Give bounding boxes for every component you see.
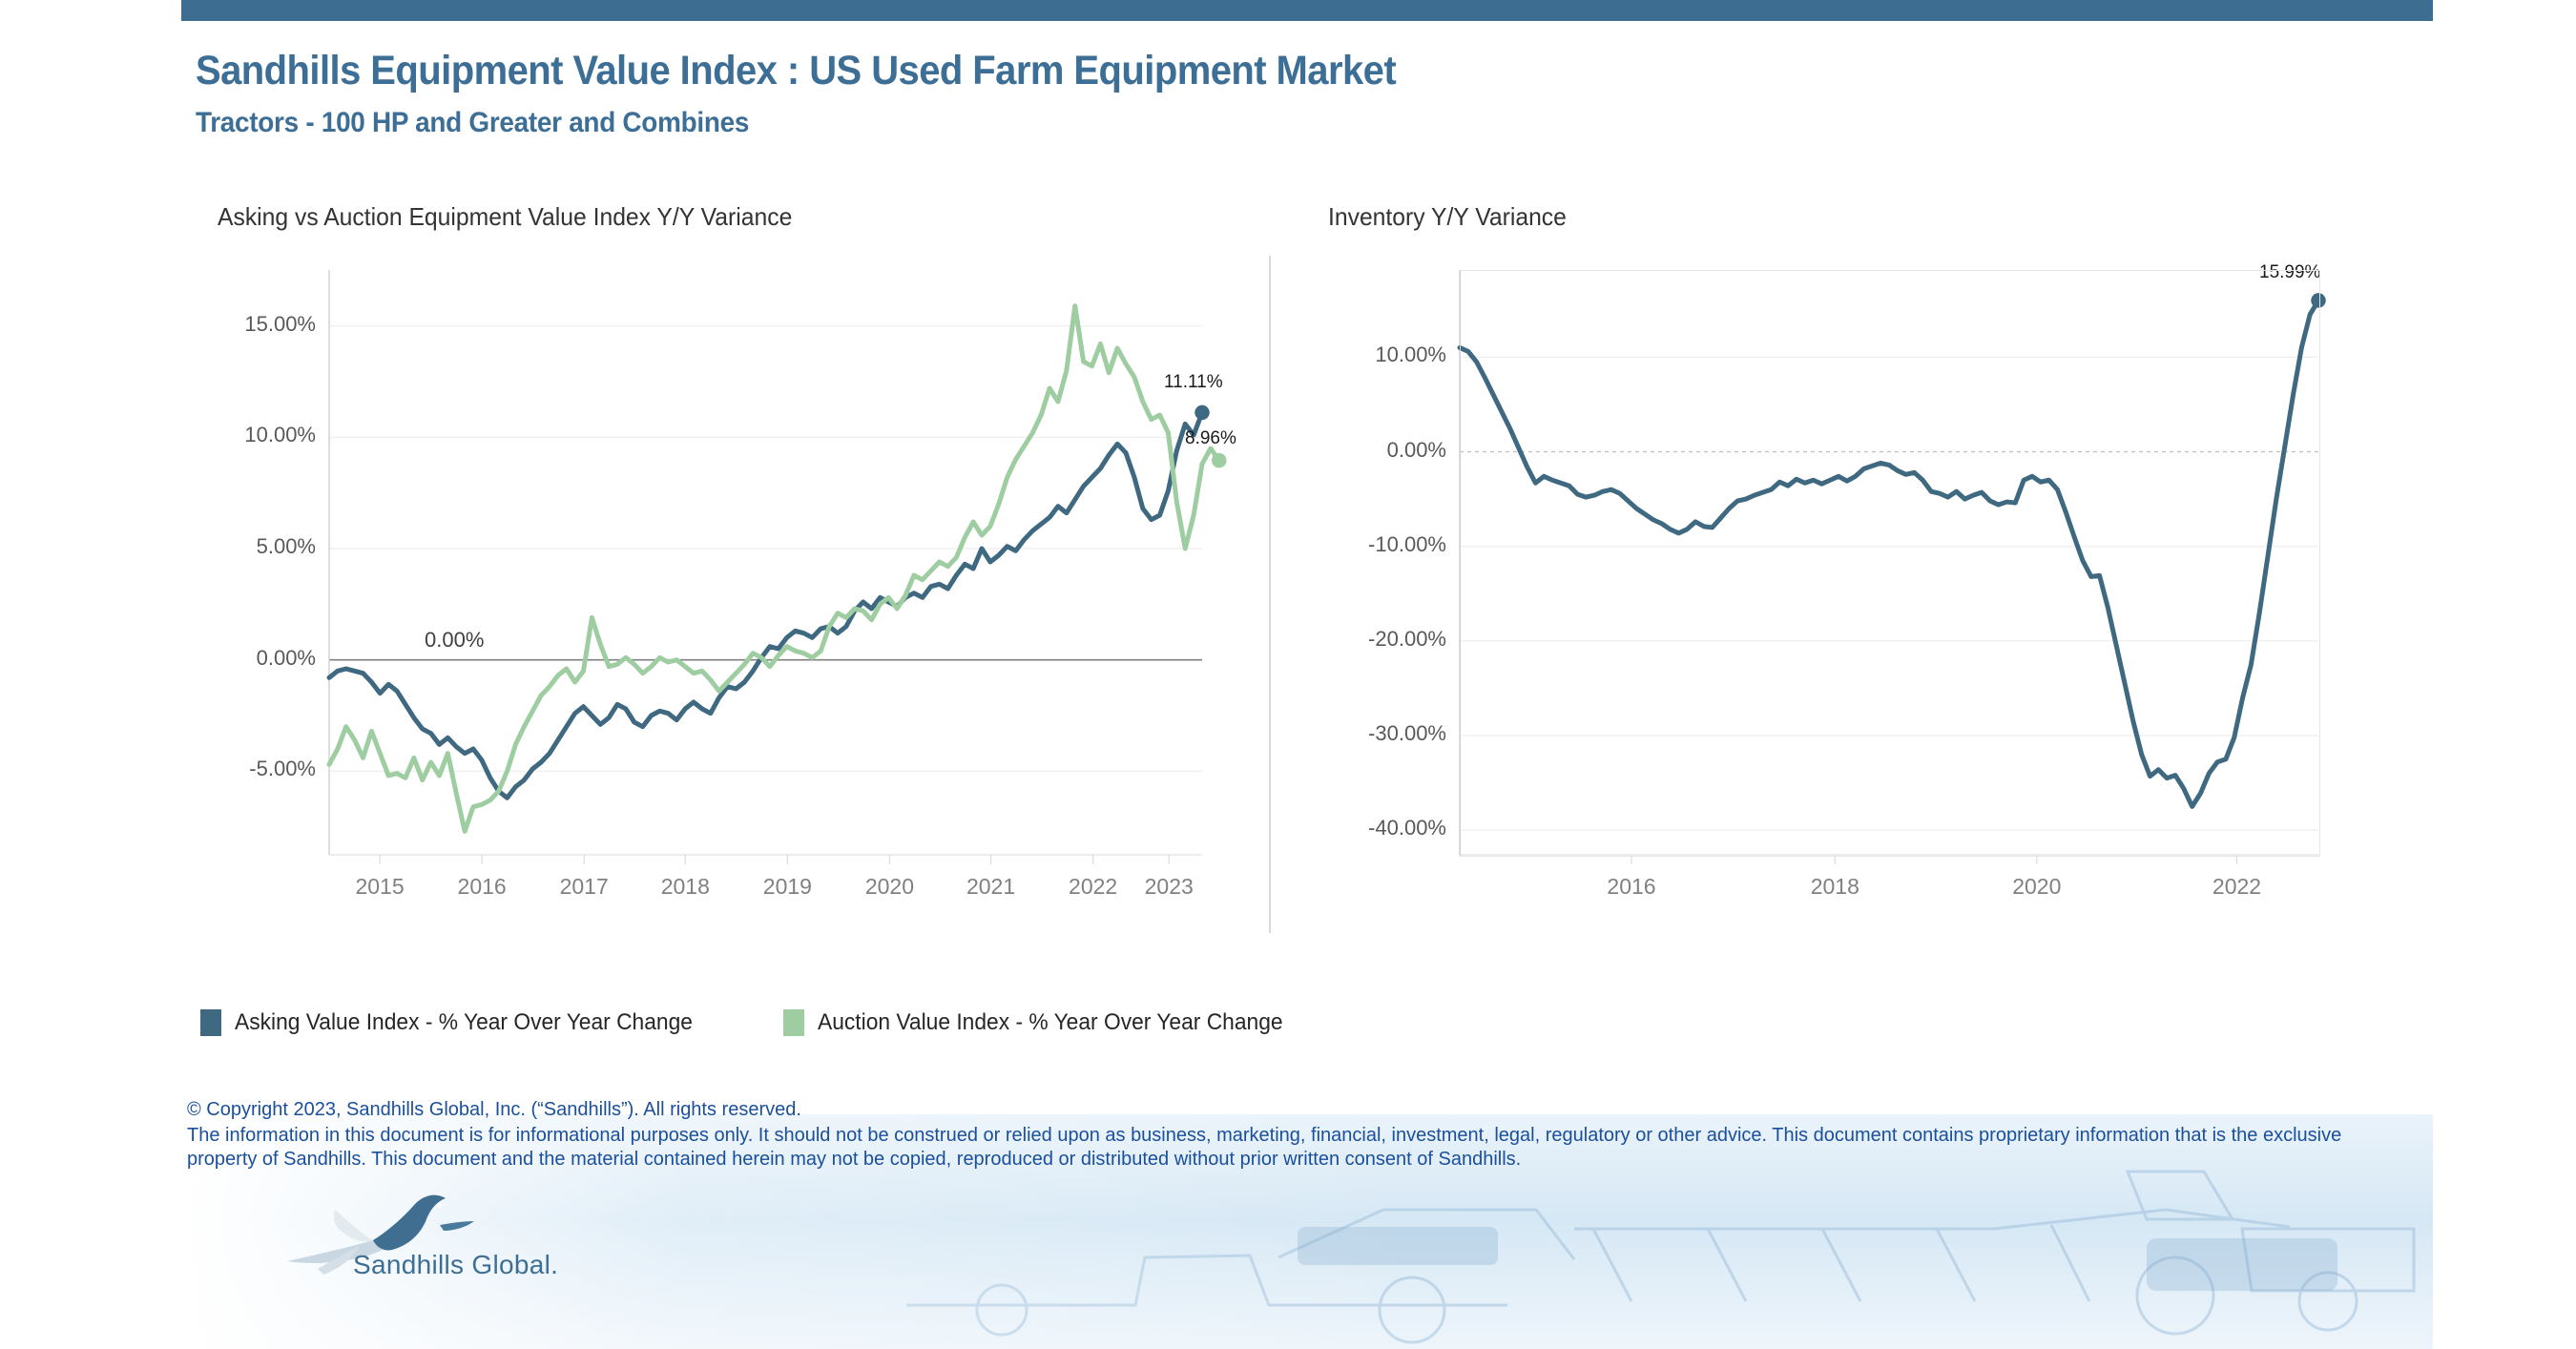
x-axis-tick-label: 2020 [864,874,914,899]
x-axis-tick-label: 2018 [660,874,710,899]
legend-swatch-asking [200,1009,221,1036]
y-axis-tick-label: 5.00% [256,534,316,558]
x-axis-tick-label: 2020 [2012,874,2062,899]
x-axis-tick-label: 2018 [1810,874,1859,899]
zero-line-annotation: 0.00% [425,627,485,652]
x-axis-tick-label: 2022 [2212,874,2262,899]
y-axis-tick-label: 0.00% [256,645,316,670]
logo-wordmark: Sandhills Global. [353,1250,559,1279]
page-subtitle: Tractors - 100 HP and Greater and Combin… [196,107,750,138]
series-line [326,303,1222,834]
legend-swatch-auction [783,1009,805,1036]
x-axis-tick-label: 2016 [457,874,507,899]
x-axis-tick-label: 2017 [559,874,609,899]
y-axis-tick-label: -10.00% [1368,531,1446,556]
y-axis-tick-label: -5.00% [249,757,316,781]
series-line [326,409,1205,800]
right-margin [2433,0,2576,1349]
y-axis-tick-label: -20.00% [1368,626,1446,651]
chart-divider [1269,256,1271,933]
left-margin [0,0,181,1349]
y-axis-tick-label: -40.00% [1368,816,1446,841]
auction-value-label: 8.96% [1185,427,1236,448]
x-axis-tick-label: 2023 [1144,874,1194,899]
series-endpoint-marker [1195,405,1210,421]
x-axis-tick-label: 2022 [1069,874,1118,899]
asking-value-label: 11.11% [1164,372,1223,393]
y-axis-tick-label: 10.00% [244,423,316,447]
panel-right-svg [1457,270,2326,864]
farm-equipment-watermark [181,1114,2433,1349]
legend-label-asking: Asking Value Index - % Year Over Year Ch… [235,1009,693,1035]
x-axis-tick-label: 2021 [966,874,1016,899]
top-accent-band [181,0,2433,21]
legend-item-auction[interactable]: Auction Value Index - % Year Over Year C… [783,1009,1307,1036]
series-endpoint-marker [1212,452,1227,468]
y-axis-tick-label: 10.00% [1375,342,1446,367]
y-axis-tick-label: -30.00% [1368,721,1446,745]
sandhills-crane-logo [287,1194,474,1275]
x-axis-tick-label: 2019 [762,874,812,899]
series-line [1457,298,2321,809]
footer-banner [181,1114,2433,1349]
disclaimer-text: The information in this document is for … [187,1125,2342,1170]
inventory-chart: -40.00% -30.00% -20.00% -10.00% 0.00% 10.00% 2… [1317,253,2357,949]
inventory-value-label: 15.99% [2259,261,2321,282]
y-axis-tick-label: 15.00% [244,311,316,336]
x-axis-tick-label: 2015 [355,874,405,899]
asking-vs-auction-chart: -5.00% 0.00% 5.00% 10.00% 15.00% 2015 2016 2017… [205,253,1255,949]
legend-item-asking[interactable]: Asking Value Index - % Year Over Year Ch… [200,1009,717,1036]
page-title: Sandhills Equipment Value Index : US Use… [196,48,1397,93]
x-axis-tick-label: 2016 [1607,874,1656,899]
panel-left-svg [326,270,1227,864]
chart-legend: Asking Value Index - % Year Over Year Ch… [200,1007,1374,1039]
series-endpoint-marker [2311,293,2326,308]
copyright-line: © Copyright 2023, Sandhills Global, Inc.… [187,1099,801,1120]
left-chart-title: Asking vs Auction Equipment Value Index … [218,202,793,231]
y-axis-tick-label: 0.00% [1386,437,1446,462]
right-chart-title: Inventory Y/Y Variance [1328,202,1567,231]
legend-label-auction: Auction Value Index - % Year Over Year C… [818,1009,1283,1035]
